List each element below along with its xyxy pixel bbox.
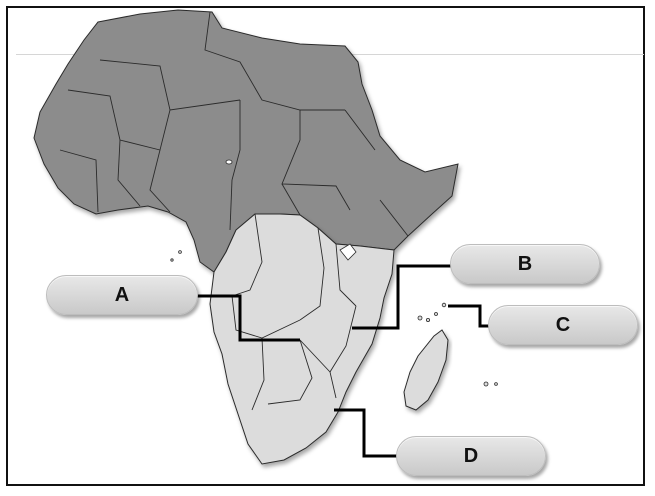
country-borders (59, 11, 409, 411)
leader-line-b (352, 264, 452, 330)
lakes (225, 159, 357, 261)
leader-lines (196, 264, 490, 458)
label-c-button[interactable]: C (488, 305, 638, 345)
leader-line-a (196, 294, 300, 342)
label-a-button[interactable]: A (46, 275, 198, 315)
south-africa-region (209, 213, 395, 465)
small-islands (170, 250, 498, 387)
madagascar-island (403, 329, 449, 411)
leader-line-d (334, 408, 398, 458)
label-b-button[interactable]: B (450, 244, 600, 284)
leader-line-c (448, 304, 490, 328)
label-d-button[interactable]: D (396, 436, 546, 476)
